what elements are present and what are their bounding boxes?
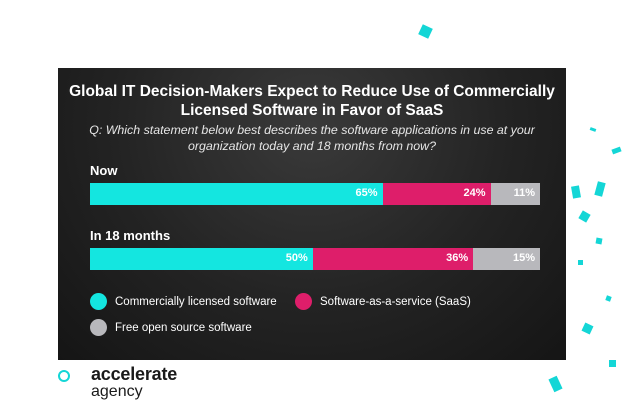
confetti-shape xyxy=(594,181,606,197)
bar-value-label: 24% xyxy=(463,187,486,199)
legend-swatch-open-source xyxy=(90,319,107,336)
bar-row-18-months: 50% 36% 15% xyxy=(90,248,540,270)
bar-value-label: 15% xyxy=(512,252,535,264)
confetti-shape xyxy=(589,127,597,132)
legend-label-open-source: Free open source software xyxy=(115,321,252,334)
bar-segment-1: 36% xyxy=(312,248,474,270)
legend-label-saas: Software-as-a-service (SaaS) xyxy=(320,295,471,308)
bar-value-label: 50% xyxy=(285,252,308,264)
confetti-shape xyxy=(595,237,603,245)
bar-segment-2: 15% xyxy=(473,248,540,270)
chart-panel: Global IT Decision-Makers Expect to Redu… xyxy=(58,68,566,360)
legend-label-commercial: Commercially licensed software xyxy=(115,295,277,308)
bar-segment-0: 50% xyxy=(90,248,313,270)
confetti-shape xyxy=(581,322,594,335)
chart-title: Global IT Decision-Makers Expect to Redu… xyxy=(58,82,566,120)
confetti-shape xyxy=(548,375,563,393)
chart-question: Q: Which statement below best describes … xyxy=(58,123,566,154)
bar-segment-0: 65% xyxy=(90,183,383,205)
bar-value-label: 65% xyxy=(355,187,378,199)
bar-value-label: 36% xyxy=(446,252,469,264)
brand-name: accelerate xyxy=(91,364,178,384)
confetti-shape xyxy=(571,185,581,199)
confetti-shape xyxy=(605,295,612,302)
confetti-shape xyxy=(578,260,583,265)
chart-title-text: Global IT Decision-Makers Expect to Redu… xyxy=(69,83,555,119)
category-label-now: Now xyxy=(90,163,118,178)
brand-subname: agency xyxy=(91,383,143,400)
legend-item-open-source: Free open source software xyxy=(90,319,252,336)
legend-item-commercial: Commercially licensed software xyxy=(90,293,277,310)
logo-circle-icon xyxy=(58,370,70,382)
bar-value-label: 11% xyxy=(513,187,535,199)
bar-row-now: 65% 24% 11% xyxy=(90,183,540,205)
confetti-shape xyxy=(609,360,616,367)
chart-question-text: Q: Which statement below best describes … xyxy=(89,123,535,153)
confetti-shape xyxy=(611,146,622,155)
legend-swatch-saas xyxy=(295,293,312,310)
category-label-18-months: In 18 months xyxy=(90,228,171,243)
confetti-shape xyxy=(418,24,433,39)
bar-segment-1: 24% xyxy=(382,183,491,205)
legend-swatch-commercial xyxy=(90,293,107,310)
bar-segment-2: 11% xyxy=(490,183,540,205)
legend-item-saas: Software-as-a-service (SaaS) xyxy=(295,293,471,310)
confetti-shape xyxy=(578,210,591,223)
